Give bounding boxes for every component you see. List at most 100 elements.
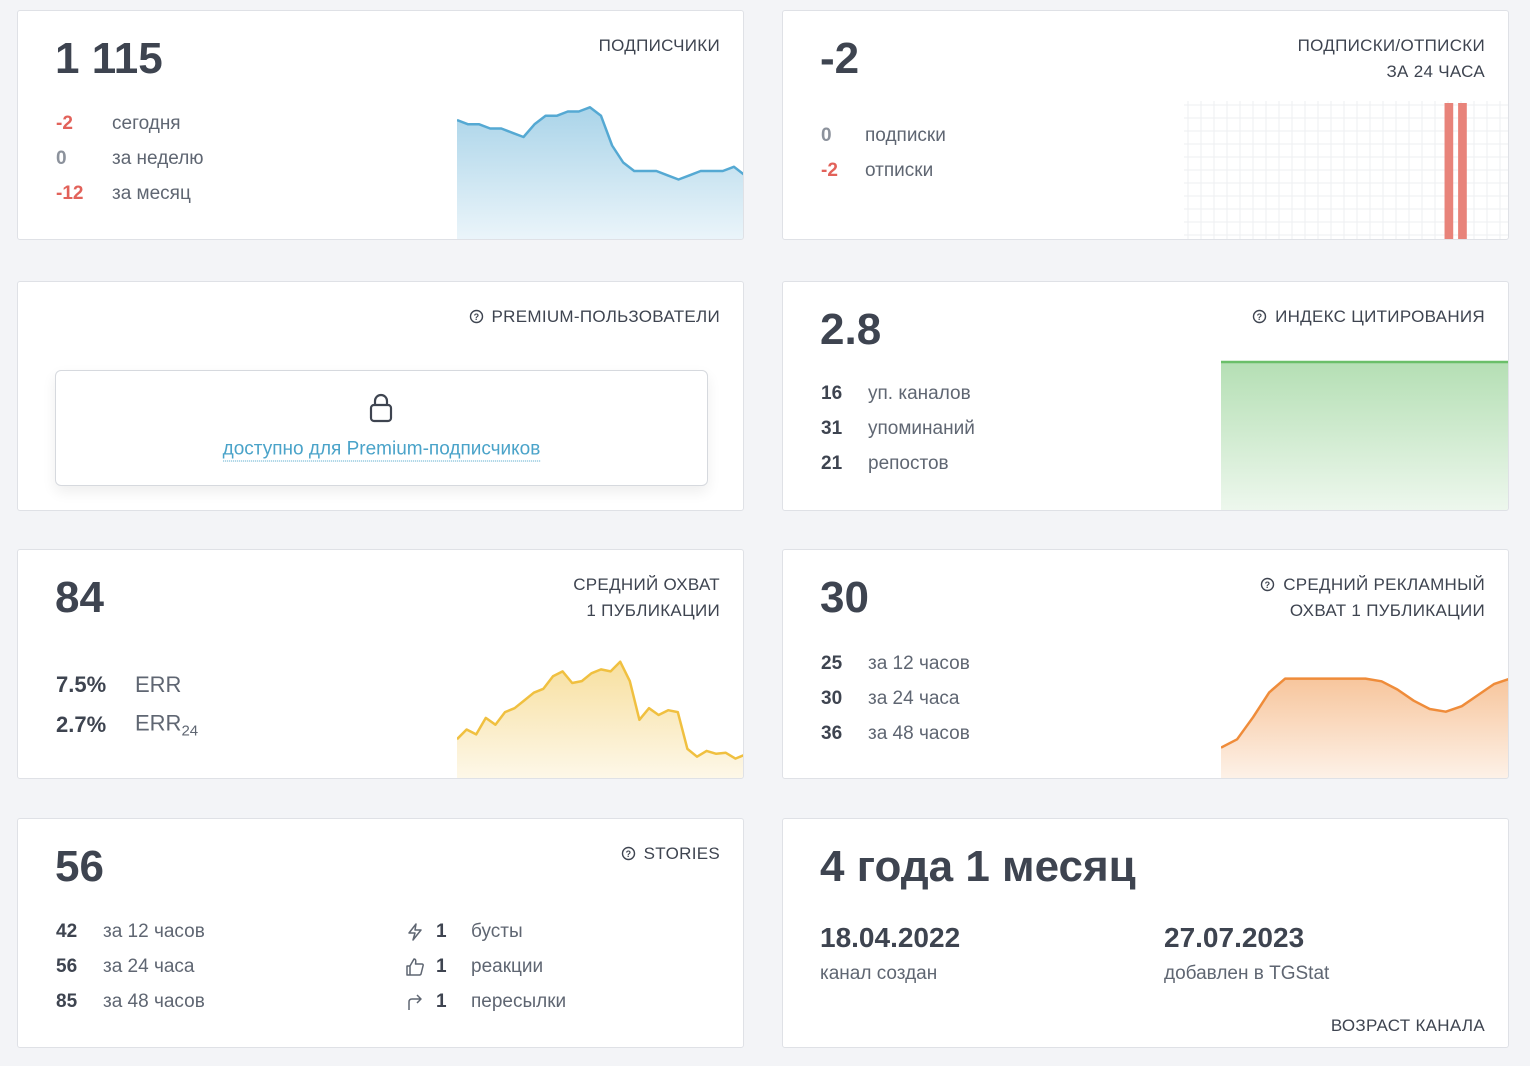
stat-label: уп. каналов xyxy=(868,383,971,404)
help-icon[interactable]: ? xyxy=(621,846,636,861)
stat-value: -2 xyxy=(56,113,73,134)
stat-value: 0 xyxy=(821,125,832,146)
card-label: ? СРЕДНИЙ РЕКЛАМНЫЙ xyxy=(1260,575,1485,595)
card-ad-reach: 30 ? СРЕДНИЙ РЕКЛАМНЫЙ ОХВАТ 1 ПУБЛИКАЦИИ… xyxy=(782,549,1509,779)
stat-value: -2 xyxy=(821,160,838,181)
stat-label: подписки xyxy=(865,125,946,146)
stat-label: ERR xyxy=(135,672,182,697)
stat-value: 0 xyxy=(56,148,67,169)
card-label: ЗА 24 ЧАСА xyxy=(1386,62,1485,81)
boost-icon xyxy=(408,923,422,941)
svg-text:?: ? xyxy=(1265,580,1271,590)
stat-label: за месяц xyxy=(112,183,191,204)
card-label: ПОДПИСКИ/ОТПИСКИ xyxy=(1297,36,1485,55)
stat-label: сегодня xyxy=(112,113,181,134)
line xyxy=(457,106,743,181)
stat-label: за 12 часов xyxy=(868,653,970,674)
card-age: 4 года 1 месяц 18.04.2022 канал создан 2… xyxy=(782,818,1509,1048)
help-icon[interactable]: ? xyxy=(1252,309,1267,324)
stat-value: 21 xyxy=(821,453,843,474)
stat-value: 42 xyxy=(56,921,78,942)
label-text: ERR xyxy=(135,710,182,736)
date-value: 18.04.2022 xyxy=(820,922,961,953)
stat-value: 31 xyxy=(821,418,843,439)
stat-value: 85 xyxy=(56,991,78,1012)
card-subs-unsubs: -2 ПОДПИСКИ/ОТПИСКИ ЗА 24 ЧАСА 0 подписк… xyxy=(782,10,1509,240)
stat-label: за 12 часов xyxy=(103,921,205,942)
stat-label: за 48 часов xyxy=(103,991,205,1012)
line xyxy=(1221,677,1508,749)
label-text: PREMIUM-ПОЛЬЗОВАТЕЛИ xyxy=(491,307,720,326)
sparkline xyxy=(1221,360,1508,510)
label-text: STORIES xyxy=(643,844,720,863)
help-icon[interactable]: ? xyxy=(469,309,484,324)
card-reach: 84 СРЕДНИЙ ОХВАТ 1 ПУБЛИКАЦИИ 7.5% ERR 2… xyxy=(17,549,744,779)
help-icon[interactable]: ? xyxy=(1260,577,1275,592)
sparkline xyxy=(457,660,743,778)
card-label: СРЕДНИЙ ОХВАТ xyxy=(573,575,720,594)
locked-box: доступно для Premium-подписчиков xyxy=(55,370,708,486)
stat-label: за 48 часов xyxy=(868,723,970,744)
stat-value: 56 xyxy=(56,956,78,977)
card-label: ПОДПИСЧИКИ xyxy=(598,36,720,55)
card-label: ? ИНДЕКС ЦИТИРОВАНИЯ xyxy=(1252,307,1485,327)
card-citation: 2.8 ? ИНДЕКС ЦИТИРОВАНИЯ 16 уп. каналов 3… xyxy=(782,281,1509,511)
card-label: 1 ПУБЛИКАЦИИ xyxy=(586,601,720,620)
big-value: 56 xyxy=(55,842,104,891)
label-sub: 24 xyxy=(181,722,199,740)
stat-label: за 24 часа xyxy=(103,956,195,977)
stat-value: 7.5% xyxy=(56,672,107,697)
stat-value: 1 xyxy=(436,921,447,942)
stat-label: пересылки xyxy=(471,991,567,1012)
stat-label: отписки xyxy=(865,160,934,181)
like-icon xyxy=(406,958,424,976)
line xyxy=(457,660,743,760)
big-value: 2.8 xyxy=(820,305,882,354)
big-value: 1 115 xyxy=(55,34,163,83)
stat-value: 36 xyxy=(821,723,843,744)
stat-value: 2.7% xyxy=(56,712,107,737)
stat-value: 25 xyxy=(821,653,843,674)
card-premium: ? PREMIUM-ПОЛЬЗОВАТЕЛИ доступно для Premi… xyxy=(17,281,744,511)
stat-label: ERR24 xyxy=(135,710,198,739)
area xyxy=(1221,678,1508,778)
stat-value: -12 xyxy=(56,183,84,204)
stat-value: 1 xyxy=(436,956,447,977)
big-value: 30 xyxy=(820,573,869,622)
svg-text:?: ? xyxy=(625,849,631,859)
stat-label: за 24 часа xyxy=(868,688,960,709)
big-value: -2 xyxy=(820,34,860,83)
card-subscribers: 1 115 ПОДПИСЧИКИ -2 сегодня 0 за неделю … xyxy=(17,10,744,240)
svg-text:?: ? xyxy=(1257,312,1263,322)
card-label: ОХВАТ 1 ПУБЛИКАЦИИ xyxy=(1289,601,1485,620)
card-label: ? PREMIUM-ПОЛЬЗОВАТЕЛИ xyxy=(469,307,721,327)
stat-label: за неделю xyxy=(112,148,204,169)
big-value: 4 года 1 месяц xyxy=(820,842,1136,891)
stat-value: 30 xyxy=(821,688,843,709)
card-label: ВОЗРАСТ КАНАЛА xyxy=(1330,1016,1485,1035)
bar xyxy=(1458,103,1467,239)
card-label: ? STORIES xyxy=(621,844,720,864)
stat-value: 1 xyxy=(436,991,447,1012)
label-text: ИНДЕКС ЦИТИРОВАНИЯ xyxy=(1275,307,1485,326)
bar-chart xyxy=(1184,101,1508,239)
forward-icon xyxy=(408,994,422,1010)
sparkline xyxy=(457,106,743,239)
date-label: добавлен в TGStat xyxy=(1164,963,1330,984)
stat-label: репостов xyxy=(868,453,949,474)
big-value: 84 xyxy=(55,573,104,622)
lock-icon xyxy=(369,393,393,423)
stat-value: 16 xyxy=(821,383,843,404)
date-label: канал создан xyxy=(820,963,938,984)
area xyxy=(457,661,743,778)
area xyxy=(1221,362,1508,510)
stat-label: реакции xyxy=(471,956,544,977)
date-value: 27.07.2023 xyxy=(1164,922,1305,953)
stat-label: бусты xyxy=(471,921,523,942)
premium-link[interactable]: доступно для Premium-подписчиков xyxy=(222,438,541,462)
card-stories: 56 ? STORIES 42 за 12 часов 56 за 24 часа… xyxy=(17,818,744,1048)
svg-text:?: ? xyxy=(473,312,479,322)
sparkline xyxy=(1221,677,1508,778)
